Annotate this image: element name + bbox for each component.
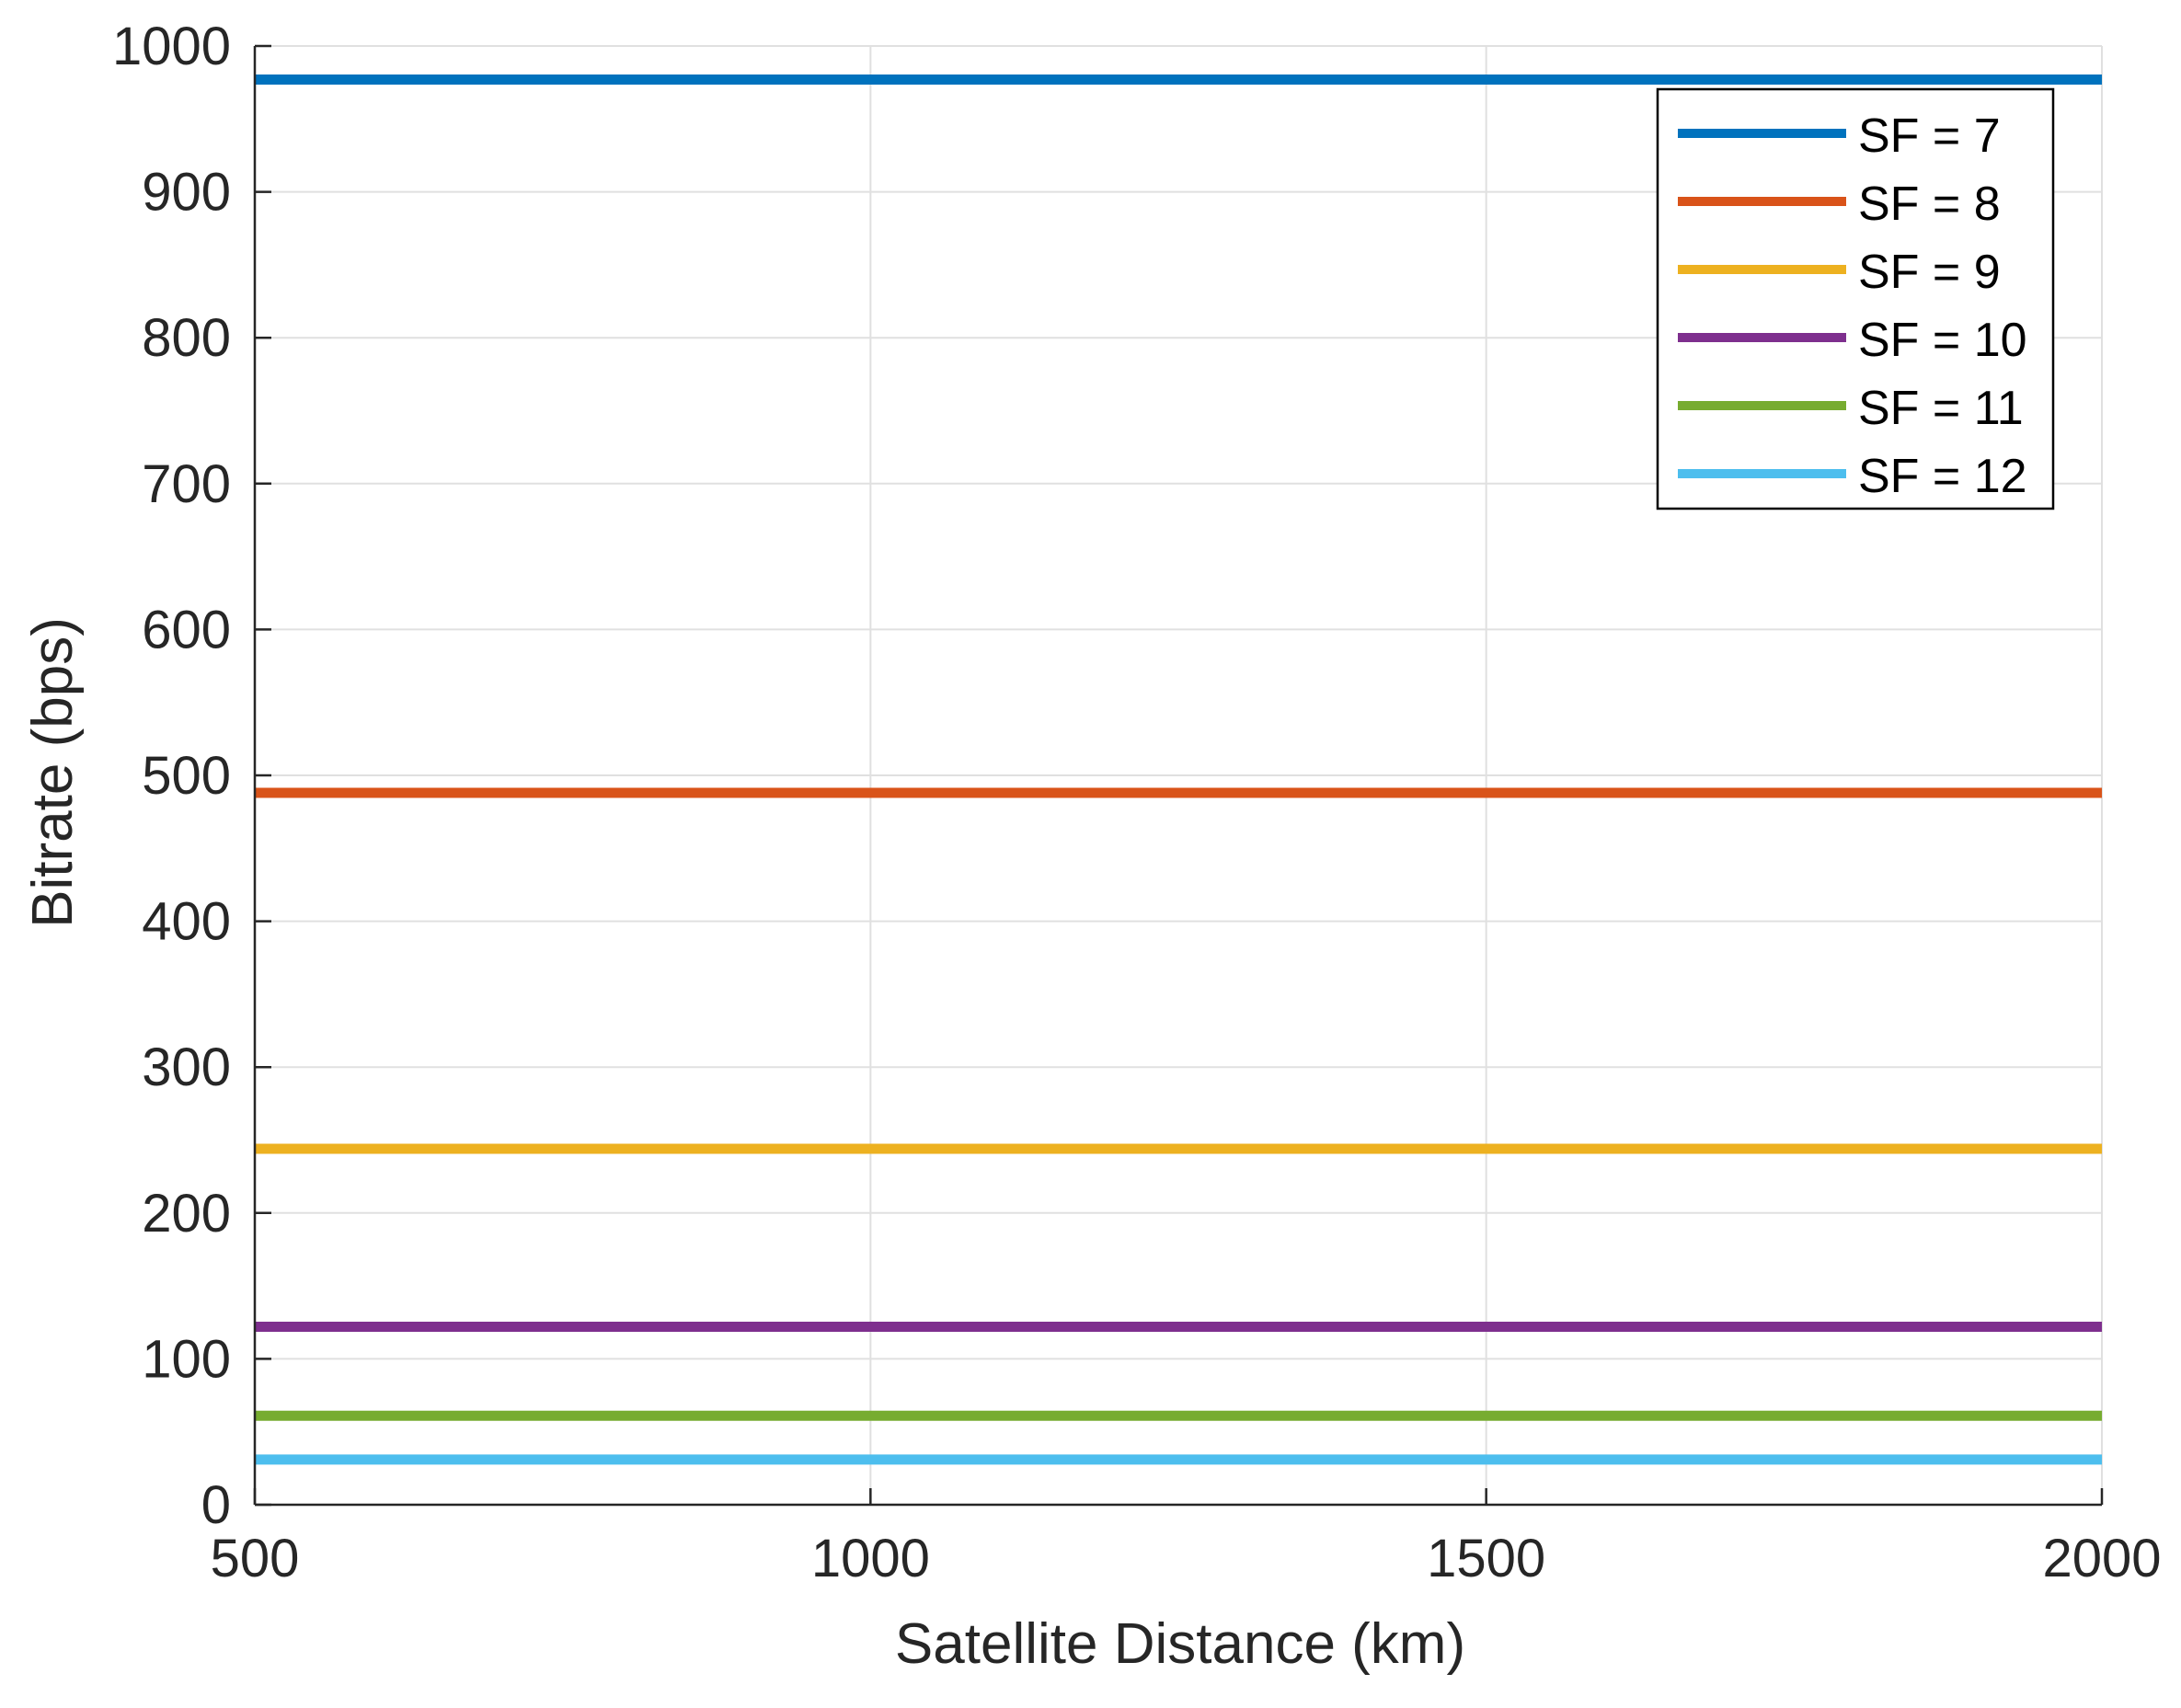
- y-tick-label: 500: [142, 746, 231, 806]
- x-tick-label: 1500: [1427, 1529, 1545, 1588]
- y-axis-label: Bitrate (bps): [21, 617, 85, 928]
- axes-frame: [253, 44, 2104, 1507]
- legend-label: SF = 10: [1858, 314, 2027, 367]
- y-tick-label: 900: [142, 163, 231, 223]
- x-tick-label: 1000: [811, 1529, 930, 1588]
- y-tick-label: 1000: [112, 17, 231, 76]
- legend-label: SF = 7: [1858, 109, 2001, 163]
- grid-lines: [254, 45, 2103, 1506]
- y-tick-label: 0: [201, 1475, 231, 1535]
- x-tick-label: 500: [211, 1529, 300, 1588]
- y-tick-label: 600: [142, 600, 231, 659]
- y-tick-label: 800: [142, 308, 231, 368]
- y-tick-label: 100: [142, 1329, 231, 1389]
- legend-label: SF = 12: [1858, 450, 2027, 503]
- x-axis-label: Satellite Distance (km): [895, 1612, 1465, 1676]
- y-tick-labels: 0 100 200 300 400 500 600 700 800 900 1000: [112, 17, 231, 1535]
- legend-label: SF = 8: [1858, 178, 2001, 231]
- y-tick-label: 300: [142, 1037, 231, 1097]
- x-tick-labels: 500 1000 1500 2000: [211, 1529, 2162, 1588]
- legend-label: SF = 11: [1858, 382, 2024, 435]
- series-lines: [255, 74, 2102, 1465]
- legend-box: [1656, 87, 2055, 510]
- legend-label: SF = 9: [1858, 246, 2001, 299]
- x-tick-label: 2000: [2042, 1529, 2161, 1588]
- legend: SF = 7 SF = 8 SF = 9 SF = 10 SF = 11 SF = 12: [1656, 87, 2055, 510]
- y-tick-label: 700: [142, 454, 231, 514]
- y-tick-label: 400: [142, 892, 231, 952]
- y-tick-label: 200: [142, 1184, 231, 1244]
